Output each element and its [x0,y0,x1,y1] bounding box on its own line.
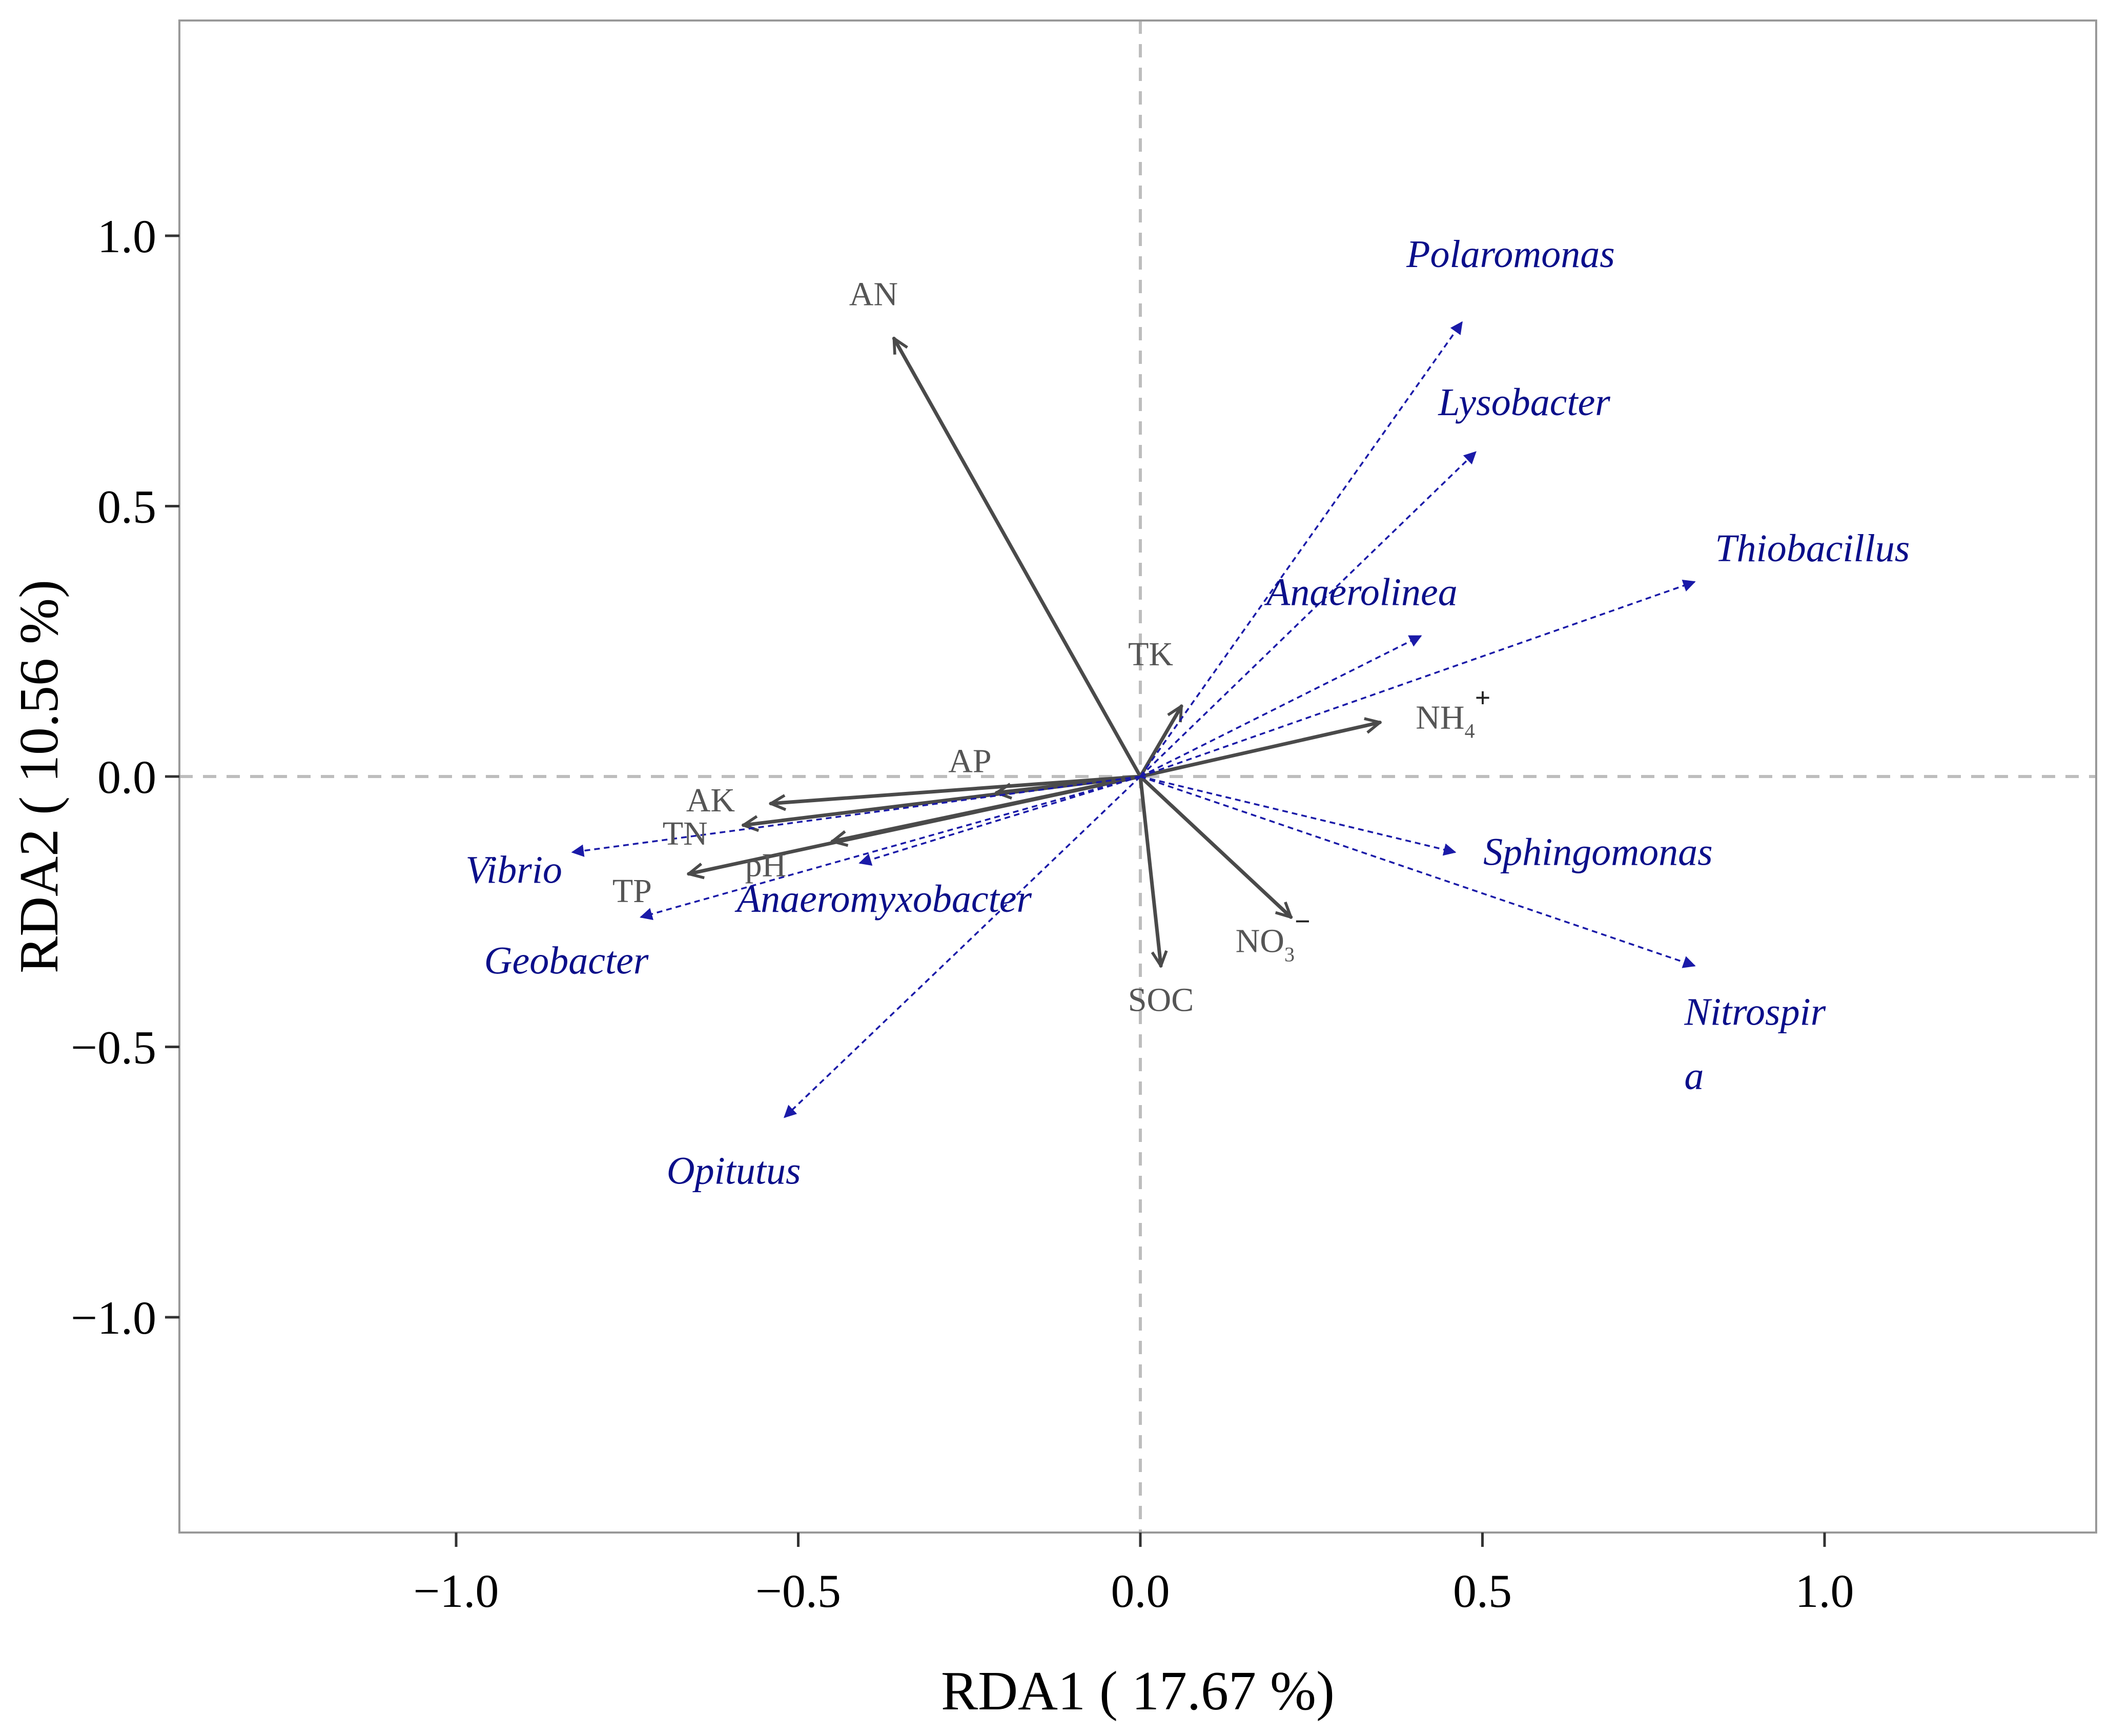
y-tick-label: 0.5 [97,481,156,533]
y-tick-label: 0.0 [97,751,156,803]
genus-arrow-nitrospira [1140,775,1696,968]
genus-label-nitrospira: Nitrospir [1684,990,1826,1033]
env-label-ph: pH [745,847,787,884]
env-arrow-tn [744,774,1142,825]
genus-label-anaeromyxobacter: Anaeromyxobacter [734,877,1032,921]
genus-label-lysobacter: Lysobacter [1438,381,1610,424]
env-label-tk: TK [1128,636,1173,673]
y-tick-label: 1.0 [97,210,156,262]
x-tick-label: 0.0 [1111,1565,1170,1617]
env-label-ak: AK [686,782,735,819]
genus-arrow-anaerolinea [1140,635,1422,778]
env-label-no3: NO3− [1236,906,1311,966]
genus-arrow-thiobacillus [1140,579,1696,778]
genus-labels: Polaromonas Lysobacter Thiobacillus Anaerol… [465,233,1910,1193]
genus-label-geobacter: Geobacter [484,939,649,982]
x-tick-label: −0.5 [755,1565,841,1617]
env-label-an: AN [849,275,898,313]
genus-arrow-sphingomonas [1140,775,1457,856]
env-label-tp: TP [612,872,652,910]
x-axis: −1.0 −0.5 0.0 0.5 1.0 [414,1533,1854,1617]
genus-arrow-opitutus [784,775,1141,1118]
env-arrow-nh4 [1138,723,1380,779]
x-tick-label: −1.0 [414,1565,499,1617]
genus-arrow-anaeromyxobacter [858,775,1141,866]
env-label-ap: AP [948,743,991,780]
x-tick-label: 1.0 [1795,1565,1854,1617]
x-axis-title: RDA1 ( 17.67 %) [941,1661,1335,1722]
y-axis: −1.0 −0.5 0.0 0.5 1.0 [71,210,179,1344]
genus-arrows [571,321,1696,1118]
y-tick-label: −0.5 [71,1022,156,1074]
env-arrow-ak [771,774,1142,804]
genus-label-anaerolinea: Anaerolinea [1264,571,1458,614]
genus-label-vibrio: Vibrio [465,849,562,892]
env-arrow-tp [689,774,1142,874]
env-arrow-an [892,338,1142,779]
env-label-nh4: NH4+ [1416,683,1490,743]
y-tick-label: −1.0 [71,1292,156,1344]
genus-label-opitutus: Opitutus [667,1150,801,1193]
genus-arrow-polaromonas [1139,321,1463,778]
environmental-factor-arrows [689,338,1380,966]
genus-label-sphingomonas: Sphingomonas [1483,831,1713,874]
genus-label-nitrospira-line2: a [1684,1054,1704,1097]
env-arrow-no3 [1138,774,1291,917]
x-tick-label: 0.5 [1453,1565,1512,1617]
env-arrow-tk [1138,706,1183,779]
genus-label-polaromonas: Polaromonas [1406,233,1615,276]
env-arrow-soc [1138,774,1161,966]
y-axis-title: RDA2 ( 10.56 %) [9,580,70,973]
env-label-tn: TN [663,815,708,852]
env-label-soc: SOC [1128,981,1194,1018]
genus-arrow-vibrio [571,775,1141,857]
genus-label-thiobacillus: Thiobacillus [1715,527,1910,570]
genus-arrow-geobacter [640,775,1141,921]
